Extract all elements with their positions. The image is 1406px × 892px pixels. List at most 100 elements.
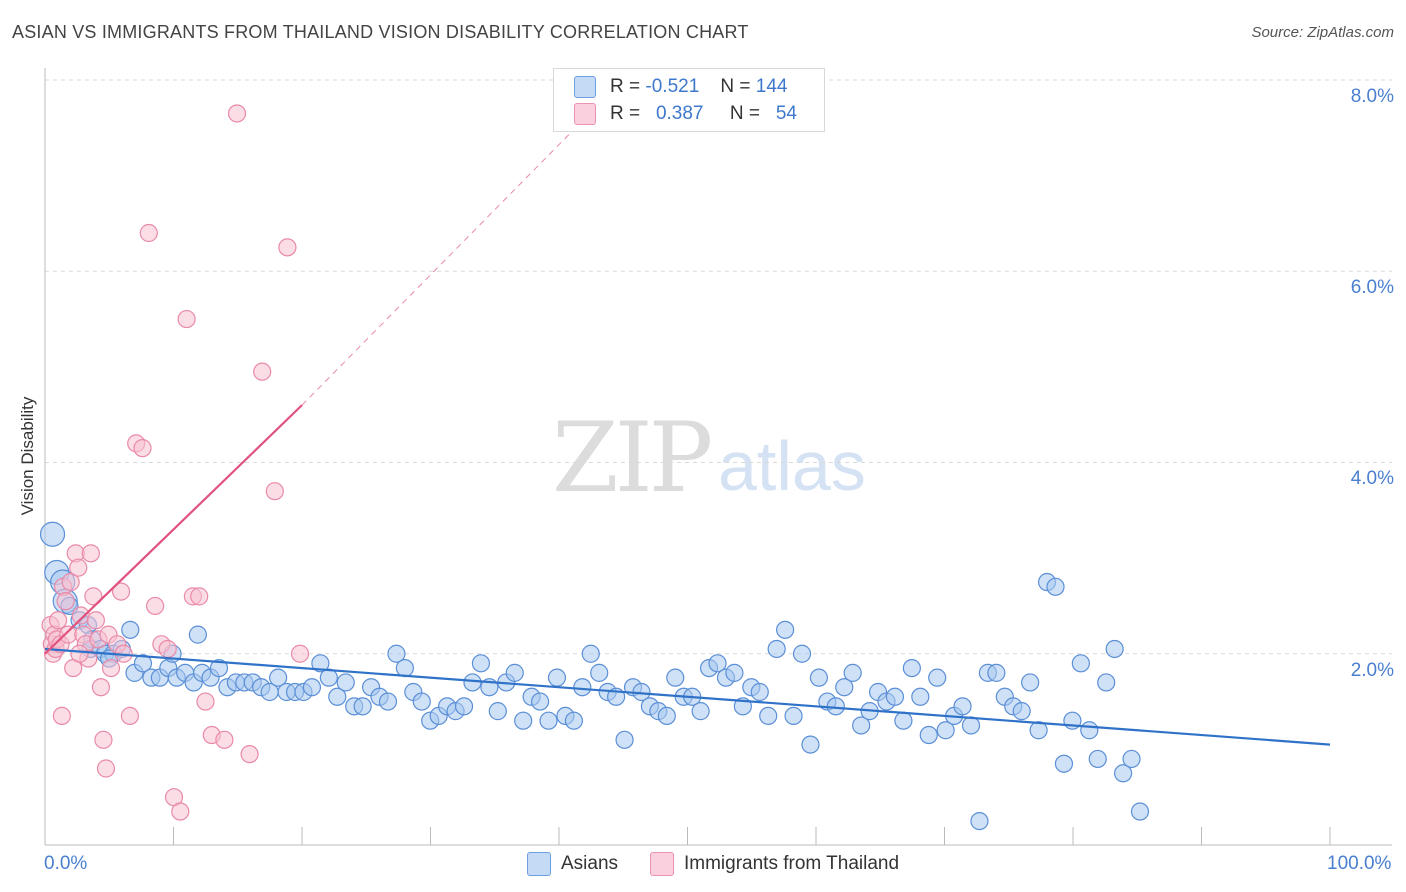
scatter-point-asians — [936, 721, 955, 740]
scatter-point-asians — [1021, 673, 1040, 692]
scatter-point-asians — [387, 644, 406, 663]
scatter-point-asians — [666, 668, 685, 687]
scatter-point-asians — [1122, 749, 1141, 769]
scatter-point-asians — [835, 678, 854, 697]
legend-swatch-blue — [527, 852, 551, 876]
legend-r-value: -0.521 — [645, 76, 700, 97]
scatter-point-asians — [1114, 764, 1133, 783]
scatter-point-thailand — [111, 582, 131, 601]
scatter-point-thailand — [120, 706, 139, 726]
scatter-point-asians — [809, 668, 829, 687]
scatter-point-asians — [767, 639, 786, 659]
scatter-point-thailand — [70, 644, 89, 663]
y-axis-label: Vision Disability — [18, 396, 37, 516]
scatter-point-thailand — [86, 611, 105, 630]
legend-row-asians: R = -0.521 N = 144 — [574, 75, 787, 99]
legend-label-asians: Asians — [561, 853, 619, 874]
y-tick-label: 2.0% — [1350, 660, 1394, 681]
scatter-point-asians — [691, 702, 710, 721]
trend-line-thailand — [44, 404, 303, 655]
scatter-point-asians — [539, 711, 558, 730]
scatter-point-asians — [353, 697, 372, 716]
scatter-point-thailand — [227, 104, 247, 123]
legend-r-value: 0.387 — [655, 103, 704, 124]
scatter-point-thailand — [48, 611, 68, 630]
scatter-point-asians — [987, 663, 1006, 682]
scatter-point-asians — [471, 654, 491, 673]
scatter-point-thailand — [96, 759, 116, 778]
legend-item-thailand: Immigrants from Thailand — [650, 852, 899, 876]
scatter-point-thailand — [278, 238, 297, 257]
scatter-point-asians — [302, 678, 322, 697]
scatter-point-asians — [725, 663, 744, 682]
x-tick-label-max: 100.0% — [1327, 853, 1392, 874]
scatter-point-asians — [750, 682, 769, 702]
scatter-point-asians — [378, 692, 398, 711]
scatter-point-asians — [776, 620, 795, 639]
y-tick-label: 4.0% — [1350, 468, 1394, 489]
scatter-point-asians — [188, 625, 207, 644]
x-tick-label-min: 0.0% — [44, 853, 88, 874]
scatter-point-thailand — [290, 644, 310, 663]
scatter-point-asians — [590, 663, 609, 682]
correlation-legend: R = -0.521 N = 144 R = 0.387 N = 54 — [553, 68, 825, 132]
scatter-point-asians — [1012, 702, 1031, 721]
scatter-point-asians — [547, 668, 567, 687]
scatter-point-thailand — [52, 706, 71, 726]
scatter-point-asians — [1105, 639, 1124, 659]
scatter-point-asians — [759, 706, 778, 726]
scatter-point-asians — [708, 654, 727, 673]
legend-swatch-blue — [574, 76, 596, 98]
scatter-point-thailand — [61, 572, 80, 592]
scatter-point-thailand — [69, 558, 88, 577]
scatter-point-thailand — [215, 730, 234, 749]
scatter-point-thailand — [91, 678, 111, 697]
scatter-point-asians — [328, 687, 347, 706]
scatter-point-asians — [902, 658, 921, 678]
legend-n-label: N = — [720, 76, 751, 97]
scatter-point-thailand — [253, 362, 272, 381]
scatter-point-thailand — [190, 587, 209, 606]
scatter-point-asians — [801, 735, 820, 754]
scatter-point-thailand — [177, 309, 196, 329]
scatter-point-thailand — [59, 625, 78, 644]
watermark-atlas: atlas — [718, 427, 866, 505]
scatter-point-asians — [784, 706, 803, 726]
chart-title: ASIAN VS IMMIGRANTS FROM THAILAND VISION… — [12, 22, 749, 42]
watermark-zip: ZIP — [552, 402, 713, 514]
scatter-point-asians — [573, 678, 592, 697]
scatter-point-thailand — [101, 658, 121, 678]
scatter-point-thailand — [81, 544, 100, 563]
scatter-point-asians — [564, 711, 583, 730]
scatter-point-asians — [1071, 654, 1090, 673]
scatter-point-asians — [530, 692, 550, 711]
scatter-point-asians — [852, 716, 871, 735]
scatter-point-asians — [133, 654, 153, 673]
trend-line-thailand-extension — [301, 117, 586, 406]
legend-n-label: N = — [729, 103, 761, 124]
scatter-point-thailand — [139, 223, 158, 243]
scatter-point-asians — [488, 702, 507, 721]
legend-swatch-pink — [574, 103, 596, 125]
scatter-point-asians — [1130, 802, 1150, 821]
scatter-point-asians — [894, 711, 913, 730]
scatter-point-asians — [336, 673, 355, 692]
scatter-point-asians — [395, 658, 414, 678]
scatter-point-asians — [581, 644, 600, 663]
scatter-point-asians — [911, 687, 930, 706]
y-tick-label: 6.0% — [1350, 277, 1394, 298]
scatter-point-thailand — [56, 592, 75, 611]
legend-n-value: 54 — [775, 103, 797, 124]
scatter-point-asians — [928, 668, 947, 687]
scatter-point-thailand — [146, 596, 165, 616]
scatter-point-asians — [615, 730, 634, 749]
scatter-point-asians — [269, 668, 288, 687]
scatter-point-asians — [961, 716, 981, 735]
source-label: Source: ZipAtlas.com — [1251, 24, 1394, 41]
scatter-point-asians — [1046, 577, 1065, 596]
y-tick-label: 8.0% — [1350, 86, 1394, 107]
scatter-point-thailand — [84, 587, 103, 606]
scatter-point-asians — [514, 711, 533, 730]
scatter-point-asians — [919, 725, 938, 745]
